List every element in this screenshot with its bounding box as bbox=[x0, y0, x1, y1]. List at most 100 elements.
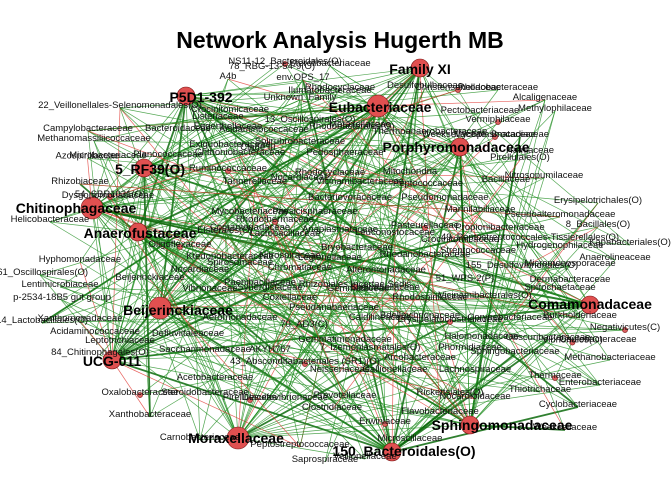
hub-label: UCG-011 bbox=[83, 353, 142, 369]
edge bbox=[357, 290, 581, 319]
edge bbox=[49, 221, 386, 425]
taxon-label: Rhizobiaceae bbox=[51, 176, 109, 187]
taxon-label: Azospirillaceae bbox=[56, 150, 120, 161]
edge bbox=[481, 329, 626, 340]
taxon-label: Dysgonomonadaceae bbox=[62, 190, 154, 201]
taxon-label: Desulfobulbaceae bbox=[387, 80, 463, 91]
taxon-label: Pseudoalteromonadaceae bbox=[505, 209, 616, 220]
taxon-label: 13_Oscillospirales(O) bbox=[265, 114, 356, 125]
hub-label: Comamonadaceae bbox=[528, 296, 652, 312]
hub-node bbox=[226, 426, 250, 450]
edge bbox=[344, 211, 481, 343]
edge bbox=[185, 95, 616, 261]
edge bbox=[419, 67, 573, 343]
edge bbox=[227, 170, 501, 231]
edge bbox=[349, 199, 476, 373]
edge bbox=[149, 149, 259, 418]
edge bbox=[239, 143, 301, 156]
taxon-label: Lachnospiraceae bbox=[439, 364, 511, 375]
edge bbox=[91, 95, 187, 209]
taxon-label: Shewanellaceae bbox=[350, 282, 420, 293]
edge bbox=[269, 231, 341, 353]
edge bbox=[377, 105, 601, 386]
taxon-label: Vicinamibacteraceae bbox=[316, 176, 404, 187]
edge bbox=[284, 63, 431, 301]
taxon-node bbox=[422, 225, 428, 231]
taxon-label: 161_Oscillospirales(O) bbox=[0, 267, 88, 278]
taxon-label: Helicobacteraceae bbox=[11, 214, 90, 225]
taxon-label: Lactobacillaceae bbox=[250, 228, 321, 239]
taxon-label: Xanthobacteraceae bbox=[109, 409, 191, 420]
edge bbox=[391, 353, 516, 453]
taxon-label: Lentimicrobiaceae bbox=[21, 279, 98, 290]
taxon-label: Chromatiaceae bbox=[268, 262, 332, 273]
taxon-label: Crocinitomicaceae bbox=[421, 234, 499, 245]
edge bbox=[61, 299, 393, 453]
taxon-node bbox=[552, 375, 558, 381]
edge bbox=[304, 363, 541, 393]
edge bbox=[137, 231, 441, 415]
diagram-title: Network Analysis Hugerth MB bbox=[176, 27, 504, 53]
taxon-label: Cyclobacteriaceae bbox=[539, 399, 617, 410]
edge bbox=[143, 167, 471, 351]
edge bbox=[93, 67, 421, 142]
taxon-label: Acidaminococcaceae bbox=[219, 124, 309, 135]
taxon-label: Bacteriovoracaceae bbox=[308, 192, 392, 203]
taxon-label: Pectobacteriaceae bbox=[441, 105, 520, 116]
taxon-label: Gemmatimonadaceae bbox=[298, 334, 391, 345]
taxon-label: Hydrogenophilaceae bbox=[516, 240, 603, 251]
hub-label: Family XI bbox=[389, 61, 450, 77]
edge bbox=[469, 424, 566, 431]
edge bbox=[444, 199, 573, 343]
hub-label: Anaerofustaceae bbox=[84, 225, 197, 241]
edge bbox=[119, 107, 507, 183]
taxon-label: Thiotrichaceae bbox=[509, 384, 571, 395]
edge bbox=[111, 78, 229, 361]
taxon-label: Coxiellaceae bbox=[263, 292, 317, 303]
taxon-label: Saccharimonadaceae bbox=[159, 344, 251, 355]
edge bbox=[137, 231, 516, 355]
hub-label: Chitinophagaceae bbox=[16, 200, 137, 216]
edge bbox=[344, 397, 471, 426]
hub-node bbox=[382, 442, 402, 462]
taxon-label: Sterolibacteriaceae bbox=[289, 58, 370, 69]
edge bbox=[159, 199, 351, 309]
edge bbox=[209, 290, 431, 301]
edge bbox=[41, 179, 301, 324]
taxon-label: Peptococcaceae bbox=[393, 178, 463, 189]
taxon-node bbox=[282, 61, 288, 67]
taxon-label: Nitrospiraceae bbox=[259, 250, 320, 261]
taxon-label: Weeksellaceae bbox=[533, 422, 597, 433]
edge bbox=[87, 130, 601, 386]
edge bbox=[137, 112, 481, 233]
edge bbox=[237, 384, 601, 439]
edge bbox=[239, 154, 346, 399]
edge bbox=[269, 126, 361, 291]
hub-label: Beijerinckiaceae bbox=[123, 302, 233, 318]
edge bbox=[227, 78, 461, 148]
edge bbox=[377, 105, 483, 340]
taxon-label: Chthoniobacteraceae bbox=[195, 147, 285, 158]
edge bbox=[229, 65, 331, 260]
edge bbox=[274, 221, 396, 373]
taxon-label: Sphingobacteriaceae bbox=[470, 346, 559, 357]
hub-label: Eubacteriaceae bbox=[329, 99, 432, 115]
edge bbox=[137, 231, 421, 361]
taxon-label: Methanobacteriaceae bbox=[564, 352, 655, 363]
hub-node bbox=[134, 158, 154, 178]
edge bbox=[119, 107, 396, 373]
edge bbox=[377, 105, 541, 393]
edge bbox=[159, 136, 496, 309]
edge bbox=[91, 207, 421, 319]
edge bbox=[314, 199, 446, 215]
edge bbox=[457, 89, 591, 306]
edge bbox=[329, 92, 507, 183]
taxon-label: Pedosphaeraceae bbox=[306, 147, 383, 158]
taxon-label: Xanthomonadaceae bbox=[37, 313, 122, 324]
edge bbox=[159, 307, 541, 393]
edge bbox=[289, 79, 304, 301]
taxon-label: Acetobacteraceae bbox=[177, 372, 254, 383]
hub-label: Porphyromonadaceae bbox=[382, 139, 529, 155]
taxon-label: Synergistaceae bbox=[237, 282, 302, 293]
taxon-label: Mycoplasmataceae bbox=[454, 129, 536, 140]
